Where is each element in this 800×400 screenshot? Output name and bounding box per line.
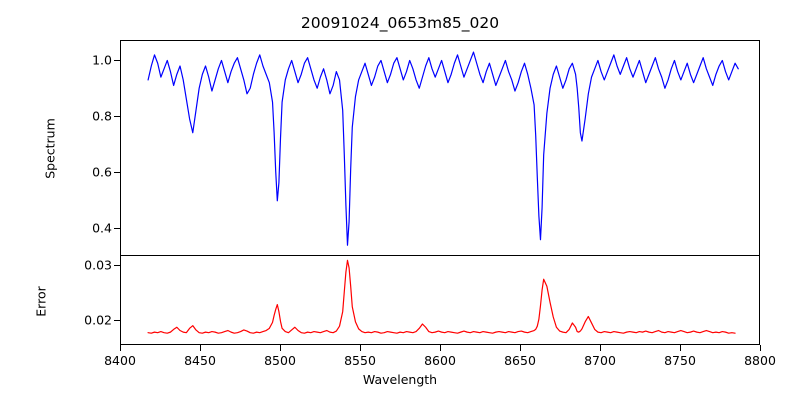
x-tick-mark — [600, 345, 601, 351]
x-tick-label: 8450 — [184, 353, 216, 368]
x-tick-mark — [200, 345, 201, 351]
x-tick-mark — [760, 345, 761, 351]
spectrum-trace-svg — [121, 41, 759, 255]
x-tick-label: 8750 — [664, 353, 696, 368]
x-tick-label: 8650 — [504, 353, 536, 368]
y-tick-mark — [114, 227, 120, 229]
error-trace-svg — [121, 256, 759, 344]
spectrum-line — [148, 52, 738, 245]
x-tick-label: 8600 — [424, 353, 456, 368]
x-tick-mark — [440, 345, 441, 351]
y-tick-label: 1.0 — [92, 52, 112, 68]
x-tick-label: 8550 — [344, 353, 376, 368]
y-tick-mark — [114, 59, 120, 61]
x-tick-mark — [280, 345, 281, 351]
x-tick-mark — [120, 345, 121, 351]
x-tick-label: 8800 — [744, 353, 776, 368]
x-tick-label: 8700 — [584, 353, 616, 368]
page-title: 20091024_0653m85_020 — [300, 14, 500, 32]
x-tick-mark — [520, 345, 521, 351]
x-tick-label: 8400 — [104, 353, 136, 368]
y-tick-label: 0.4 — [92, 220, 112, 236]
error-plot-panel — [120, 255, 760, 345]
y-tick-mark — [114, 171, 120, 173]
y-tick-mark — [114, 115, 120, 117]
error-line — [148, 260, 735, 333]
y-tick-label: 0.8 — [92, 108, 112, 124]
x-tick-mark — [360, 345, 361, 351]
y-tick-label: 0.03 — [84, 257, 112, 273]
y-tick-mark — [114, 320, 120, 322]
y-tick-label: 0.02 — [84, 312, 112, 328]
x-axis-label: Wavelength — [362, 372, 438, 387]
x-tick-mark — [680, 345, 681, 351]
spectrum-plot-panel — [120, 40, 760, 256]
x-tick-label: 8500 — [264, 353, 296, 368]
y-tick-mark — [114, 264, 120, 266]
y-tick-label: 0.6 — [92, 164, 112, 180]
